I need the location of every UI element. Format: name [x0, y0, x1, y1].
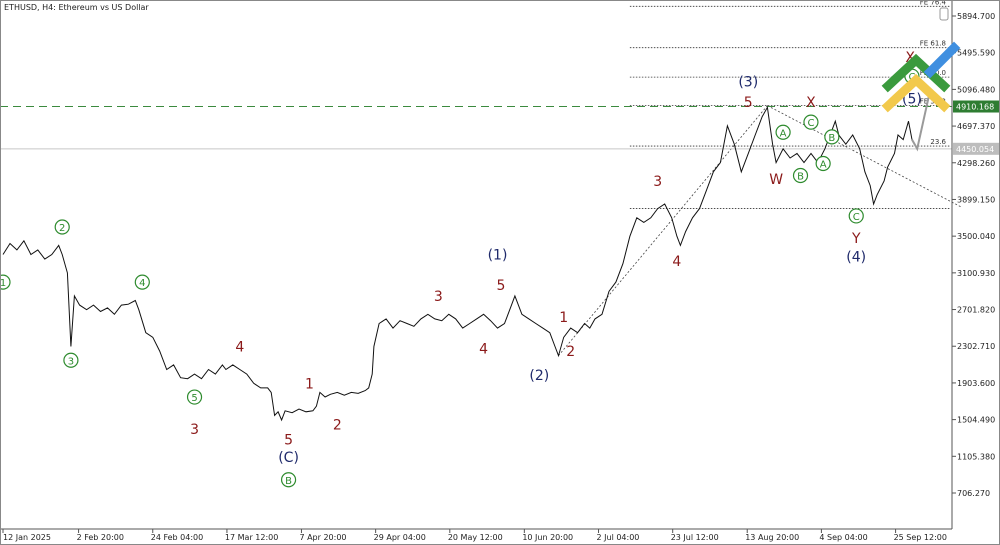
- wave-label-circle: [824, 129, 840, 145]
- wave-label: 2: [333, 418, 342, 434]
- x-tick-label: 25 Sep 12:00: [894, 533, 947, 542]
- wave-label-circle: [134, 274, 150, 290]
- y-tick-label: 5495.590: [957, 49, 995, 58]
- y-tick-label: 4697.370: [957, 122, 995, 131]
- wave-label: A: [780, 128, 787, 139]
- x-tick-label: 20 May 12:00: [448, 533, 503, 542]
- wave-labels: 1234534125(C)B3(1)5412(2)34(3)5WABXCBACY…: [0, 50, 922, 488]
- wave-label: 1: [0, 278, 6, 289]
- y-tick-label: 1504.490: [957, 416, 995, 425]
- scroll-indicator-icon[interactable]: [939, 7, 949, 21]
- price-series-line: [2, 105, 913, 422]
- wave-label-circle: [0, 274, 11, 290]
- wave-label: 4: [235, 339, 244, 355]
- price-tag-background: [953, 100, 999, 113]
- wave-label: B: [797, 171, 804, 182]
- wave-label: 2: [566, 344, 575, 360]
- wave-label: 1: [305, 376, 314, 392]
- brand-logo-icon: [881, 41, 961, 113]
- wave-label-circle: [775, 124, 791, 140]
- wave-label-circle: [63, 352, 79, 368]
- y-tick-label: 706.270: [957, 489, 990, 498]
- horizontal-lines: [0, 106, 952, 150]
- wave-label: (3): [738, 75, 758, 91]
- wave-label: A: [820, 160, 827, 171]
- wave-label-circle: [803, 114, 819, 130]
- y-tick-label: 5894.700: [957, 12, 995, 21]
- wave-label: 4: [672, 254, 681, 270]
- y-tick-label: 1903.600: [957, 379, 995, 388]
- x-tick-label: 10 Jun 20:00: [522, 533, 573, 542]
- wave-label: 4: [139, 278, 145, 289]
- wave-label: (4): [846, 249, 866, 265]
- y-axis-ticks: 5894.700 5495.590 5096.480 4697.370 4298.260…: [952, 12, 995, 498]
- wave-label: 2: [59, 223, 65, 234]
- x-tick-label: 4 Sep 04:00: [819, 533, 867, 542]
- wave-label-circle: [54, 219, 70, 235]
- x-tick-label: 23 Jul 12:00: [671, 533, 719, 542]
- x-tick-label: 7 Apr 20:00: [299, 533, 346, 542]
- wave-label: 3: [190, 422, 199, 438]
- wave-label: (1): [488, 248, 508, 264]
- wave-label: B: [285, 476, 292, 487]
- wave-label: 5: [497, 278, 506, 294]
- wave-label: (5): [902, 91, 922, 107]
- wave-label: B: [828, 133, 835, 144]
- fib-level-label: 23.6: [930, 138, 946, 146]
- x-axis-ticks: 12 Jan 2025 2 Feb 20:00 24 Feb 04:00 17 Mar…: [2, 529, 947, 542]
- x-tick-label: 2 Feb 20:00: [77, 533, 124, 542]
- x-tick-label: 29 Apr 04:00: [374, 533, 426, 542]
- y-tick-label: 3100.930: [957, 269, 995, 278]
- wave-label-circle: [186, 389, 203, 405]
- wave-label: X: [905, 50, 915, 66]
- y-tick-label: 5096.480: [957, 85, 995, 94]
- wave-label-circle: [792, 167, 809, 184]
- fib-level-label: FE 61.8: [920, 40, 946, 48]
- x-tick-label: 13 Aug 20:00: [745, 533, 799, 542]
- x-tick-label: 2 Jul 04:00: [597, 533, 640, 542]
- price-tag-label: 4450.054: [956, 145, 994, 154]
- wave-label: 4: [479, 341, 488, 357]
- wave-label: C: [807, 118, 814, 129]
- x-tick-label: 17 Mar 12:00: [225, 533, 278, 542]
- y-tick-label: 3500.040: [957, 232, 995, 241]
- wave-label: (2): [529, 368, 549, 384]
- wave-label-circle: [280, 472, 297, 488]
- wave-label: C: [853, 212, 860, 223]
- y-tick-label: 2701.820: [957, 306, 995, 315]
- wave-label: W: [769, 172, 783, 188]
- y-tick-label: 4298.260: [957, 159, 995, 168]
- wave-label: Y: [851, 231, 861, 247]
- y-tick-label: 1105.380: [957, 452, 995, 461]
- wave-label: (C): [278, 450, 299, 466]
- wave-label: 5: [284, 432, 293, 448]
- wave-label: 1: [559, 310, 568, 326]
- x-tick-label: 12 Jan 2025: [3, 533, 51, 542]
- wave-label-circle: [848, 208, 864, 224]
- wave-label-circle: [815, 155, 831, 172]
- x-tick-label: 24 Feb 04:00: [151, 533, 203, 542]
- wave-label: 5: [744, 95, 753, 111]
- price-tag-background: [953, 142, 999, 155]
- price-tag-label: 4910.168: [956, 103, 994, 112]
- wave-label: X: [806, 95, 816, 111]
- trend-line: [767, 105, 961, 208]
- trend-lines: [558, 105, 961, 356]
- wave-label: 3: [68, 356, 74, 367]
- price-tags: 4910.168 4450.054: [953, 100, 999, 155]
- chart-title: ETHUSD, H4: Ethereum vs US Dollar: [4, 3, 149, 12]
- fib-level-label: FE 76.4: [920, 0, 947, 6]
- wave-label: 3: [434, 289, 443, 305]
- projection-line: [911, 93, 931, 152]
- wave-label: 3: [653, 174, 662, 190]
- wave-label: 5: [191, 393, 197, 404]
- y-tick-label: 3899.150: [957, 195, 995, 204]
- y-tick-label: 2302.710: [957, 342, 995, 351]
